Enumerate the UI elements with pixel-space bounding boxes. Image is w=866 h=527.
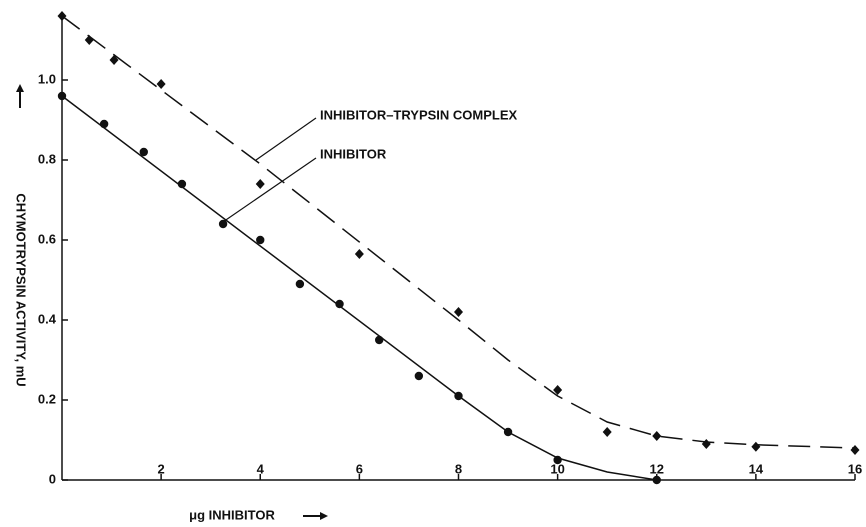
y-tick-label: 1.0 (38, 71, 56, 86)
point (375, 335, 384, 345)
x-axis-label: μg INHIBITOR (189, 507, 275, 522)
point (109, 55, 119, 65)
point (850, 445, 860, 455)
point (701, 439, 711, 449)
fit-curve (61, 15, 856, 449)
point (354, 249, 364, 259)
point (84, 35, 94, 45)
x-arrow (303, 512, 328, 520)
fit-curve (61, 95, 657, 481)
point (652, 475, 661, 485)
y-arrow (16, 84, 24, 108)
point (256, 235, 265, 245)
point (414, 371, 424, 381)
x-tick-label: 16 (848, 461, 862, 476)
y-tick-label: 0 (49, 471, 56, 486)
y-tick-label: 0.2 (38, 391, 56, 406)
point (335, 299, 344, 309)
point (177, 179, 187, 189)
y-tick-label: 0.6 (38, 231, 56, 246)
point (99, 119, 109, 129)
y-tick-label: 0.8 (38, 151, 56, 166)
point (652, 431, 662, 441)
series-label: INHIBITOR (320, 146, 387, 161)
point (218, 219, 228, 229)
x-tick-label: 14 (749, 461, 764, 476)
x-tick-label: 6 (356, 461, 363, 476)
point (454, 307, 463, 317)
point (553, 385, 563, 395)
point (57, 91, 67, 101)
leader-line (255, 117, 317, 161)
x-tick-label: 10 (550, 461, 564, 476)
point (602, 427, 612, 437)
point (553, 455, 562, 465)
x-tick-label: 8 (455, 461, 462, 476)
y-axis-label: CHYMOTRYPSIN ACTIVITY, mU (14, 193, 29, 386)
point (139, 147, 148, 157)
point (454, 391, 463, 401)
x-tick-label: 2 (158, 461, 165, 476)
point (57, 11, 67, 21)
x-tick-label: 4 (257, 461, 265, 476)
point (156, 79, 166, 89)
y-tick-label: 0.4 (38, 311, 57, 326)
point (751, 441, 761, 452)
point (503, 427, 513, 437)
x-tick-label: 12 (650, 461, 664, 476)
leader-line (219, 157, 317, 225)
point (295, 279, 305, 289)
point (255, 179, 265, 189)
series-label: INHIBITOR–TRYPSIN COMPLEX (320, 107, 518, 122)
